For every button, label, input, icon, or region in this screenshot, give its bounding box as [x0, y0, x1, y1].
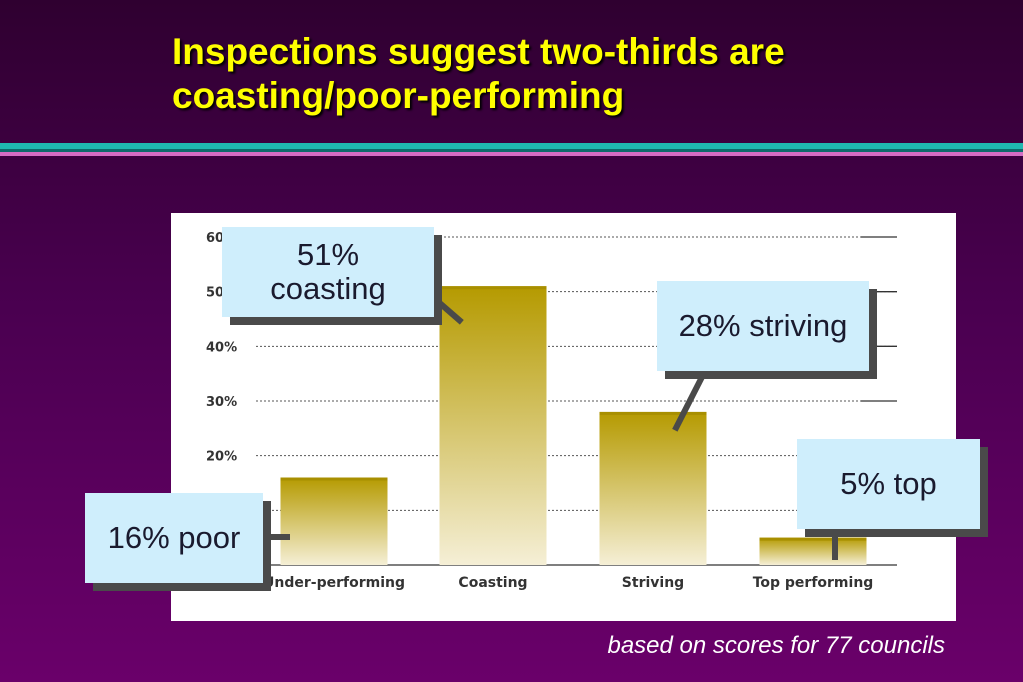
callout-top: 5% top — [797, 439, 980, 529]
header-rule-dark — [0, 149, 1023, 152]
bar-top-edge — [759, 537, 867, 541]
slide-title: Inspections suggest two-thirds are coast… — [172, 31, 785, 116]
y-tick-label: 30% — [206, 395, 237, 410]
header-rule-pink — [0, 152, 1023, 156]
header-rule — [0, 143, 1023, 149]
x-tick-label: Top performing — [753, 575, 874, 591]
y-tick-label: 40% — [206, 340, 237, 355]
bar-top-edge — [280, 477, 388, 481]
x-tick-label: Striving — [622, 575, 684, 591]
bar — [599, 411, 707, 565]
callout-poor: 16% poor — [85, 493, 263, 583]
callout-striving: 28% striving — [657, 281, 869, 371]
y-tick-label: 20% — [206, 450, 237, 465]
bar — [439, 286, 547, 565]
bar-chart: 60%50%40%30%20%Under-performingCoastingS… — [206, 231, 897, 591]
bar — [759, 537, 867, 565]
bar-top-edge — [599, 411, 707, 415]
callout-coasting-text: 51% coasting — [270, 237, 386, 306]
callout-poor-text: 16% poor — [107, 520, 241, 555]
source-footnote: based on scores for 77 councils — [607, 632, 945, 659]
callout-striving-text: 28% striving — [678, 308, 848, 343]
x-tick-label: Coasting — [458, 575, 527, 591]
callout-coasting: 51% coasting — [222, 227, 434, 317]
x-tick-label: Under-performing — [263, 575, 405, 591]
top-leader-line-vertical — [832, 522, 838, 560]
bar — [280, 477, 388, 565]
poor-leader-line — [256, 534, 290, 540]
bar-top-edge — [439, 286, 547, 290]
callout-top-text: 5% top — [840, 466, 937, 501]
